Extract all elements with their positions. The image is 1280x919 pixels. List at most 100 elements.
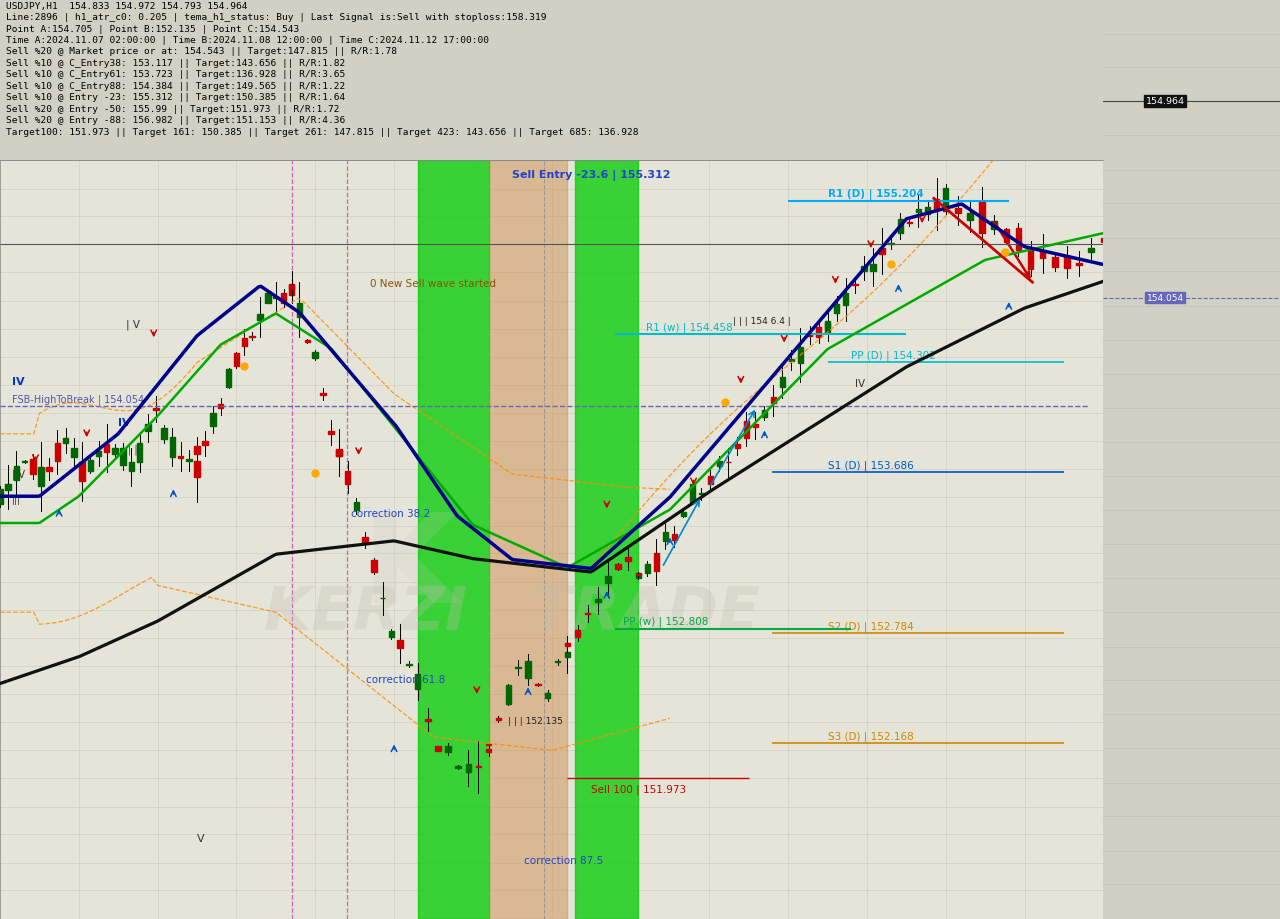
Bar <box>897 220 902 234</box>
Bar <box>225 369 232 388</box>
Bar <box>353 503 360 511</box>
Text: V: V <box>197 833 205 843</box>
Bar <box>616 564 621 569</box>
Bar <box>968 214 973 221</box>
Bar <box>815 327 822 337</box>
Bar <box>824 322 831 333</box>
Bar <box>654 554 659 572</box>
Bar <box>681 512 686 516</box>
Text: R1 (D) | 155.204: R1 (D) | 155.204 <box>828 188 923 199</box>
Bar <box>406 664 412 665</box>
Bar <box>371 560 376 573</box>
Bar <box>506 686 511 704</box>
Bar <box>833 305 840 314</box>
Text: 154.054: 154.054 <box>1147 294 1184 302</box>
Bar <box>717 461 722 467</box>
Bar <box>137 443 142 463</box>
Bar <box>1039 251 1046 258</box>
Bar <box>195 461 200 478</box>
Bar <box>735 445 740 449</box>
Bar <box>1101 239 1106 243</box>
Bar <box>397 641 403 648</box>
Bar <box>29 460 36 474</box>
Text: 0 New Sell wave started: 0 New Sell wave started <box>370 278 497 289</box>
Bar <box>595 599 600 602</box>
Bar <box>753 424 758 427</box>
Bar <box>806 335 813 336</box>
Bar <box>344 471 351 484</box>
Text: | |: | | <box>128 444 137 455</box>
Bar <box>564 643 570 646</box>
Text: IV: IV <box>118 417 131 427</box>
Bar <box>170 437 175 457</box>
Bar <box>154 408 159 410</box>
Text: PP (D) | 154.302: PP (D) | 154.302 <box>851 350 936 360</box>
Bar <box>282 293 287 304</box>
Bar <box>575 161 639 919</box>
Bar <box>870 265 876 271</box>
Bar <box>328 432 334 435</box>
Bar <box>690 484 695 503</box>
Bar <box>186 460 192 462</box>
Bar <box>955 209 960 214</box>
Bar <box>1028 250 1033 269</box>
Text: USDJPY,H1  154.833 154.972 154.793 154.964
Line:2896 | h1_atr_c0: 0.205 | tema_h: USDJPY,H1 154.833 154.972 154.793 154.96… <box>5 2 637 136</box>
Bar <box>1076 264 1082 266</box>
Text: S1 (D) | 153.686: S1 (D) | 153.686 <box>828 460 913 471</box>
Bar <box>466 764 471 772</box>
Bar <box>663 532 668 541</box>
Bar <box>992 221 997 230</box>
Bar <box>861 267 867 271</box>
Bar <box>234 354 239 367</box>
Text: | | | 152.135: | | | 152.135 <box>508 716 563 725</box>
Bar <box>476 766 481 767</box>
Bar <box>79 463 84 481</box>
Text: FSB-HighToBreak | 154.054: FSB-HighToBreak | 154.054 <box>12 394 143 404</box>
Bar <box>113 448 118 455</box>
Bar <box>242 339 247 347</box>
Bar <box>63 439 68 443</box>
Text: S3 (D) | 152.168: S3 (D) | 152.168 <box>828 731 913 741</box>
Text: Sell Entry -23.6 | 155.312: Sell Entry -23.6 | 155.312 <box>512 170 671 181</box>
Text: KERZI   TRADE: KERZI TRADE <box>265 583 760 642</box>
Text: correction 38.2: correction 38.2 <box>351 508 430 518</box>
Bar <box>1088 249 1094 253</box>
Bar <box>879 248 884 255</box>
Bar <box>161 428 166 440</box>
Text: 154.964: 154.964 <box>1146 97 1185 107</box>
Bar <box>297 303 302 318</box>
Bar <box>456 766 461 767</box>
Bar <box>672 534 677 540</box>
Bar <box>96 452 101 457</box>
Text: |||: ||| <box>12 495 20 504</box>
Bar <box>844 294 849 306</box>
Bar <box>788 359 795 361</box>
Bar <box>605 576 611 584</box>
Text: PP (w) | 152.808: PP (w) | 152.808 <box>622 617 708 627</box>
Bar <box>1052 258 1057 267</box>
Bar <box>362 538 367 543</box>
Bar <box>797 347 804 364</box>
Bar <box>195 447 200 454</box>
Bar <box>564 652 570 657</box>
Text: S2 (D) | 152.784: S2 (D) | 152.784 <box>828 620 913 631</box>
Bar <box>415 675 420 689</box>
Bar <box>943 189 948 211</box>
Bar <box>0 490 3 505</box>
Bar <box>417 161 489 919</box>
Bar <box>257 315 262 321</box>
Bar <box>425 719 430 721</box>
Bar <box>337 450 342 457</box>
Text: R1 (w) | 154.458: R1 (w) | 154.458 <box>646 323 733 333</box>
Bar <box>218 405 224 409</box>
Bar <box>435 746 440 751</box>
Bar <box>762 411 767 417</box>
Bar <box>1004 230 1009 243</box>
Bar <box>489 161 567 919</box>
Bar <box>645 565 650 573</box>
Text: IV: IV <box>855 379 865 388</box>
Bar <box>445 746 451 753</box>
Bar <box>289 285 294 296</box>
Bar <box>708 477 713 485</box>
Bar <box>495 718 502 720</box>
